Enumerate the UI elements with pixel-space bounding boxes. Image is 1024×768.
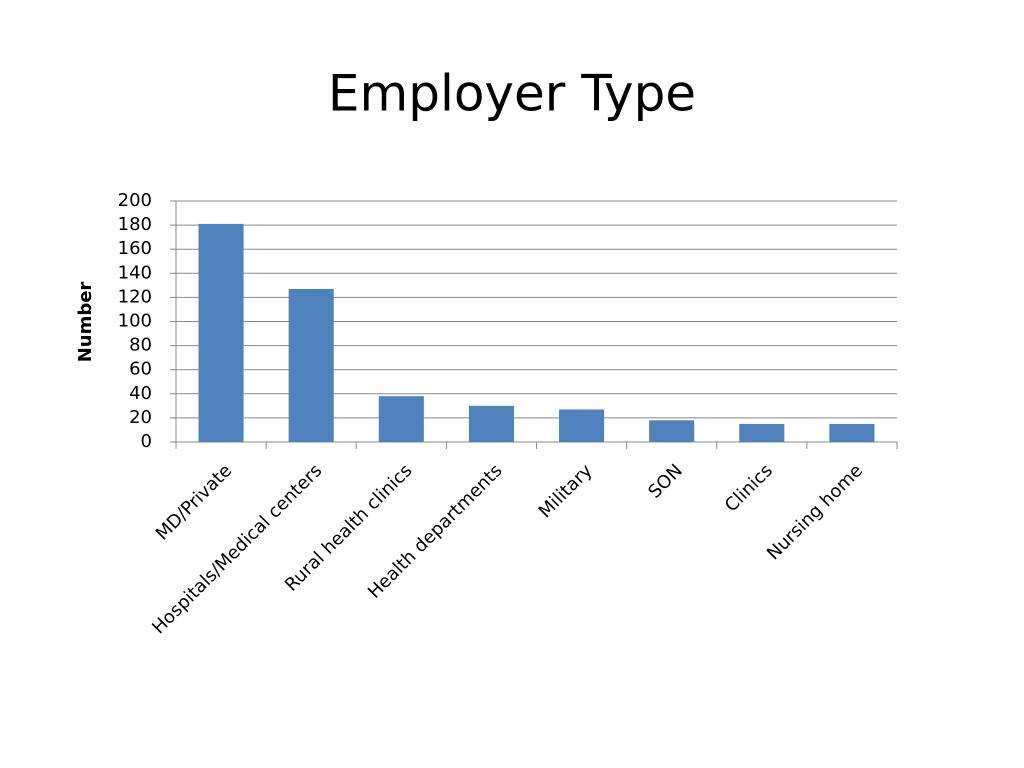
- y-tick-label: 120: [118, 286, 152, 307]
- y-tick-label: 40: [129, 383, 152, 404]
- y-tick-label: 0: [141, 431, 152, 452]
- bar: [378, 396, 424, 442]
- y-tick-label: 80: [129, 335, 152, 356]
- y-axis-label: Number: [75, 282, 96, 363]
- bar: [198, 223, 244, 442]
- y-tick-label: 180: [118, 214, 152, 235]
- chart-title: Employer Type: [328, 65, 696, 123]
- bar: [288, 288, 334, 442]
- y-tick-label: 200: [118, 190, 152, 211]
- bar: [559, 409, 605, 442]
- bar: [468, 405, 514, 442]
- bar: [829, 423, 875, 442]
- y-tick-label: 160: [118, 238, 152, 259]
- bar: [739, 423, 785, 442]
- y-tick-label: 20: [129, 407, 152, 428]
- y-tick-label: 140: [118, 262, 152, 283]
- bar: [649, 420, 695, 442]
- y-tick-label: 100: [118, 311, 152, 332]
- y-tick-label: 60: [129, 359, 152, 380]
